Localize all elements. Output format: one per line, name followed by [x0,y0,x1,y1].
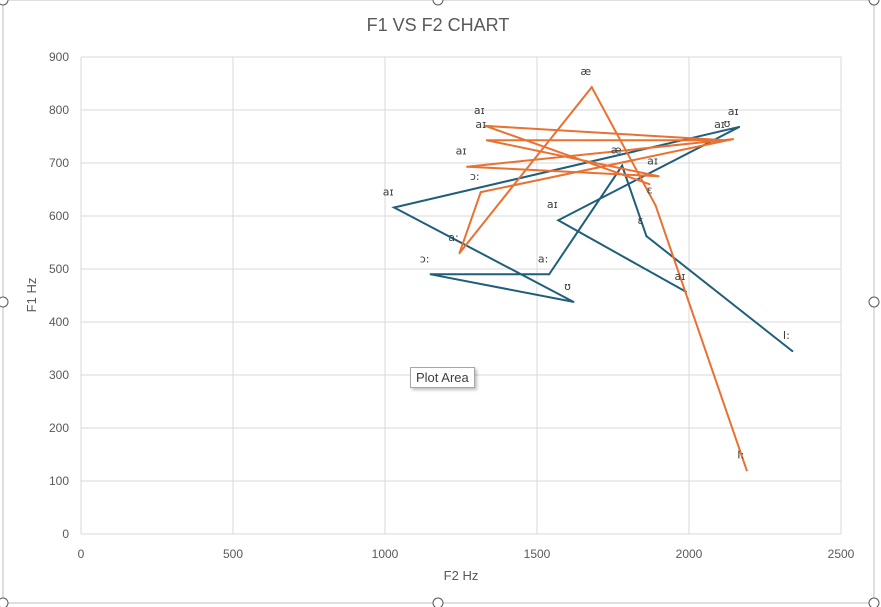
data-label: ʊ [724,117,731,130]
data-point[interactable] [485,139,488,142]
data-point[interactable] [791,350,794,353]
gridlines [80,56,842,535]
resize-handle[interactable] [0,597,9,607]
data-label: I: [783,329,790,342]
data-label: aɪ [456,145,467,158]
data-point[interactable] [484,124,487,127]
y-tick-label: 900 [49,50,69,64]
tick-labels: 0 100 200 300 400 500 600 700 800 900 0 500 1000 1500… [49,50,855,561]
y-tick-label: 400 [49,315,69,329]
y-tick-label: 700 [49,156,69,170]
y-tick-label: 200 [49,421,69,435]
data-point[interactable] [657,175,660,178]
data-point[interactable] [738,125,741,128]
x-axis-label: F2 Hz [444,568,479,583]
data-point[interactable] [548,273,551,276]
data-label: ʊ [564,280,571,293]
data-label: aɪ [728,105,739,118]
data-label: aɪ [474,104,485,117]
data-point[interactable] [732,138,735,141]
data-point[interactable] [429,273,432,276]
data-label: a: [538,252,548,265]
resize-handle[interactable] [868,0,880,6]
data-point[interactable] [572,300,575,303]
series-line-2[interactable] [458,85,748,471]
data-label: a: [448,231,458,244]
data-label: ɔ: [420,252,430,265]
resize-handle[interactable] [0,0,9,6]
data-point[interactable] [724,139,727,142]
data-label: ɛ [637,214,643,227]
data-point[interactable] [479,191,482,194]
data-label: æ [580,65,591,78]
plot-area-tooltip: Plot Area [410,367,475,388]
y-tick-label: 300 [49,368,69,382]
x-tick-label: 2000 [676,547,703,561]
series-group [391,85,794,472]
resize-handle[interactable] [868,597,880,607]
data-label: aɪ [675,270,686,283]
data-point[interactable] [654,204,657,207]
chart-title: F1 VS F2 CHART [367,15,510,35]
data-point[interactable] [590,86,593,89]
data-label: aɪ [383,186,394,199]
y-tick-label: 600 [49,209,69,223]
y-tick-label: 100 [49,474,69,488]
resize-handle[interactable] [432,597,444,607]
data-label: aɪ [475,118,486,131]
data-label: aɪ [547,198,558,211]
data-point[interactable] [393,206,396,209]
data-label: ɔ: [470,170,480,183]
x-tick-label: 1500 [524,547,551,561]
x-tick-label: 2500 [828,547,855,561]
data-point[interactable] [621,164,624,167]
y-tick-label: 800 [49,103,69,117]
data-label: aɪ [647,154,658,167]
data-point[interactable] [745,469,748,472]
x-tick-label: 0 [78,547,85,561]
resize-handle[interactable] [868,296,880,308]
y-tick-label: 0 [62,527,69,541]
x-tick-label: 500 [223,547,243,561]
data-label: æ [611,144,622,157]
y-axis-label: F1 Hz [24,278,39,313]
x-tick-label: 1000 [372,547,399,561]
data-point[interactable] [557,219,560,222]
resize-handle[interactable] [0,296,9,308]
data-label: ɛ [647,183,653,196]
data-point[interactable] [466,165,469,168]
data-point[interactable] [648,183,651,186]
y-tick-label: 500 [49,262,69,276]
resize-handle[interactable] [432,0,444,6]
data-point[interactable] [645,235,648,238]
data-point[interactable] [458,252,461,255]
data-label: I: [737,448,744,461]
data-label: aɪ [714,118,725,131]
